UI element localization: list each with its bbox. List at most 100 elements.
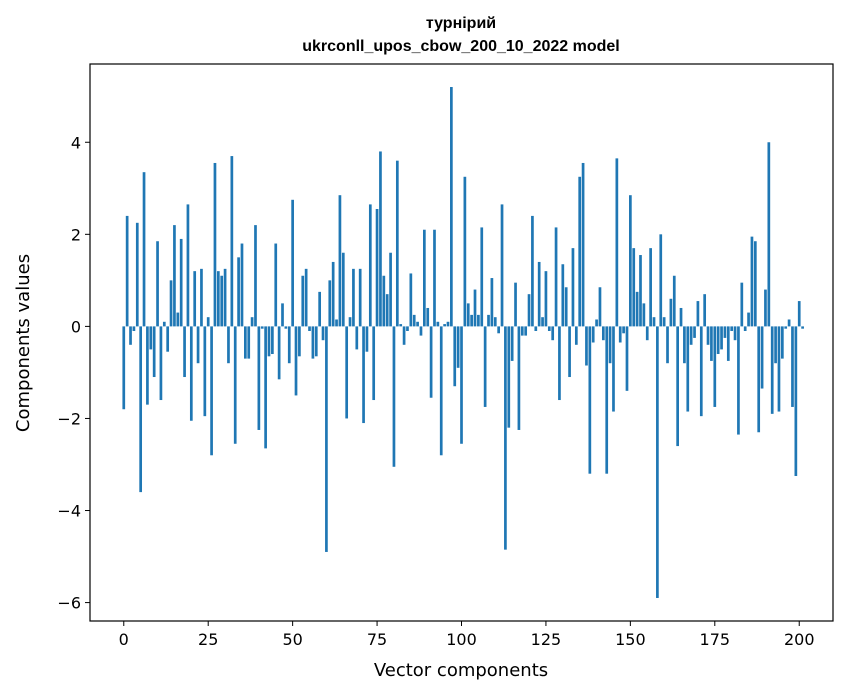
bar — [318, 291, 322, 327]
bar — [524, 326, 528, 336]
bar — [615, 158, 619, 327]
y-ticks: −6 −4 −2 0 2 4 — [57, 133, 90, 613]
bar — [244, 326, 247, 359]
bar — [176, 312, 180, 327]
bar — [345, 326, 349, 419]
bar — [443, 324, 446, 327]
x-tick-label: 150 — [615, 630, 646, 649]
bar — [439, 326, 443, 456]
bar — [470, 314, 473, 327]
x-tick-label: 125 — [531, 630, 562, 649]
bar — [311, 326, 315, 359]
y-tick-label: −4 — [57, 502, 81, 521]
bar — [787, 319, 791, 327]
bar — [186, 204, 190, 327]
bar — [189, 326, 193, 421]
bar — [770, 326, 774, 414]
bar — [433, 229, 436, 327]
bar — [683, 326, 686, 364]
bar — [406, 326, 409, 331]
bar — [341, 252, 345, 327]
bar — [375, 209, 379, 327]
bar — [139, 326, 143, 493]
bar — [395, 160, 399, 327]
chart-subtitle: ukrconll_upos_cbow_200_10_2022 model — [302, 38, 619, 55]
bar — [716, 326, 720, 355]
bar — [801, 326, 804, 329]
bar — [605, 326, 609, 474]
bar — [426, 307, 430, 327]
bar — [227, 326, 230, 364]
bar — [547, 326, 551, 331]
bar — [419, 326, 423, 336]
bar — [561, 264, 565, 327]
bar — [743, 326, 747, 331]
bar — [314, 326, 318, 357]
bar — [531, 215, 534, 327]
bar — [578, 176, 582, 327]
bar — [527, 294, 531, 327]
bar — [780, 326, 784, 359]
y-tick-label: −6 — [57, 594, 81, 613]
x-tick-label: 175 — [700, 630, 731, 649]
y-tick-label: −2 — [57, 409, 81, 428]
bar — [612, 326, 615, 412]
bar — [784, 326, 788, 329]
bar — [260, 326, 264, 329]
bar — [372, 326, 376, 401]
bar — [206, 317, 210, 327]
bar — [639, 255, 642, 327]
bar — [233, 326, 237, 444]
bar — [767, 142, 771, 327]
bar — [254, 225, 257, 327]
bar — [642, 303, 646, 327]
y-tick-label: 2 — [71, 225, 81, 244]
bar — [777, 326, 781, 412]
bar — [220, 275, 224, 327]
bar — [382, 275, 386, 327]
bar — [331, 261, 335, 327]
bar — [656, 326, 659, 598]
bar — [416, 321, 419, 327]
bar — [257, 326, 261, 430]
bar — [730, 326, 734, 331]
bar — [679, 307, 683, 327]
bar — [456, 326, 460, 368]
bar — [791, 326, 794, 407]
bar — [669, 298, 673, 327]
bar — [267, 326, 271, 357]
bar — [517, 326, 521, 430]
bar — [645, 326, 649, 341]
bar — [520, 326, 524, 336]
bar — [301, 275, 305, 327]
bar — [726, 326, 730, 361]
bar — [193, 271, 197, 327]
bar — [757, 326, 761, 433]
y-axis-label: Components values — [13, 254, 34, 432]
bar — [696, 301, 700, 327]
bar — [460, 326, 463, 444]
bar — [132, 326, 136, 331]
bar — [666, 326, 669, 364]
chart-title: турнірий — [426, 15, 496, 32]
x-tick-label: 25 — [198, 630, 218, 649]
bar — [591, 326, 595, 343]
bar — [794, 326, 798, 476]
bar — [713, 326, 717, 407]
bar — [281, 303, 284, 327]
bar — [365, 326, 369, 352]
bar — [385, 294, 389, 327]
bar — [284, 326, 288, 329]
bar — [622, 326, 625, 334]
x-tick-label: 100 — [446, 630, 477, 649]
bar — [534, 326, 538, 331]
bar — [483, 326, 487, 407]
bar — [571, 248, 575, 327]
bar — [544, 271, 548, 327]
bar — [706, 326, 710, 345]
bar — [672, 275, 676, 327]
bar — [568, 326, 571, 378]
bar — [480, 227, 484, 327]
bar — [223, 268, 227, 327]
